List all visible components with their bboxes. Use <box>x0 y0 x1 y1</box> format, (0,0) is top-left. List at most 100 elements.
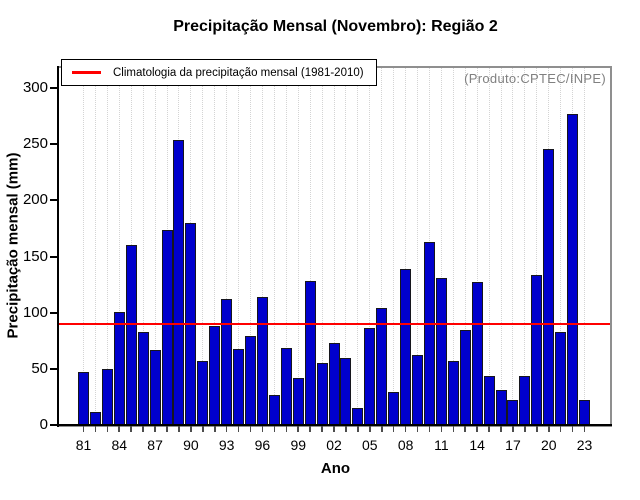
year-gridline <box>285 68 287 425</box>
year-gridline <box>417 68 419 425</box>
bar <box>221 299 233 425</box>
bar <box>531 275 543 425</box>
year-gridline <box>333 68 335 425</box>
year-gridline <box>142 68 144 425</box>
y-axis-tick <box>50 199 57 201</box>
x-tick-label: 08 <box>397 437 414 453</box>
x-tick-label: 99 <box>290 437 307 453</box>
x-axis-tick <box>130 426 132 432</box>
chart-title: Precipitação Mensal (Novembro): Região 2 <box>173 18 498 35</box>
bar <box>423 242 435 425</box>
x-axis-tick <box>536 426 538 432</box>
x-axis-tick <box>476 426 478 432</box>
x-tick-label: 11 <box>434 437 449 453</box>
year-gridline <box>297 68 299 425</box>
x-axis-tick <box>524 426 526 432</box>
bar <box>447 361 459 425</box>
y-tick-label: 250 <box>22 135 48 152</box>
year-gridline <box>440 68 442 425</box>
x-axis-tick <box>237 426 240 432</box>
plot-area <box>57 66 612 427</box>
bar <box>364 328 376 425</box>
bar <box>304 281 316 425</box>
x-axis-tick <box>106 426 109 432</box>
x-axis-tick <box>94 426 97 432</box>
bar <box>78 372 89 425</box>
x-axis-tick <box>190 426 192 432</box>
bar <box>292 378 304 425</box>
x-axis-tick <box>500 426 502 432</box>
bar <box>495 390 507 425</box>
legend-label: Climatologia da precipitação mensal (198… <box>113 66 364 79</box>
x-axis-tick <box>225 426 228 432</box>
bar <box>280 348 292 425</box>
y-axis-tick <box>50 312 57 314</box>
bar <box>245 336 257 425</box>
x-axis-tick <box>428 426 431 432</box>
bar <box>268 395 280 425</box>
year-gridline <box>250 68 252 425</box>
y-axis-tick <box>50 143 57 145</box>
year-gridline <box>357 68 359 425</box>
year-gridline <box>309 68 311 425</box>
year-gridline <box>226 68 228 425</box>
bar <box>567 114 579 425</box>
x-axis-tick <box>261 426 264 432</box>
x-axis-tick <box>82 426 85 432</box>
bar <box>507 400 519 425</box>
bar <box>412 355 424 425</box>
bar <box>256 297 268 425</box>
x-tick-label: 14 <box>469 437 485 453</box>
y-tick-label: 300 <box>22 79 48 96</box>
bar <box>173 140 185 425</box>
x-axis-tick <box>202 426 204 432</box>
x-tick-label: 17 <box>505 437 521 453</box>
x-axis-tick <box>213 426 216 432</box>
y-axis-title: Precipitação mensal (mm) <box>4 152 22 339</box>
year-gridline <box>381 68 383 425</box>
x-axis-tick <box>273 426 276 432</box>
x-tick-label: 93 <box>218 437 235 453</box>
bar <box>555 332 567 425</box>
x-tick-label: 90 <box>183 437 199 453</box>
bar <box>483 376 495 425</box>
x-tick-label: 96 <box>254 437 271 453</box>
bar <box>161 230 173 425</box>
x-axis-tick <box>369 426 371 432</box>
year-gridline <box>452 68 454 425</box>
year-gridline <box>369 68 371 425</box>
x-axis-tick <box>249 426 252 432</box>
bar <box>459 330 471 425</box>
y-tick-label: 50 <box>31 360 48 377</box>
x-axis-line <box>51 424 612 426</box>
year-gridline <box>238 68 240 425</box>
x-axis-tick <box>392 426 395 432</box>
bar <box>328 343 340 425</box>
bar <box>579 400 591 425</box>
bar <box>137 332 149 425</box>
year-gridline <box>536 68 538 425</box>
y-axis-tick <box>50 87 57 89</box>
year-gridline <box>464 68 466 425</box>
x-tick-label: 05 <box>362 437 378 453</box>
year-gridline <box>261 68 263 425</box>
x-axis-tick <box>166 426 168 432</box>
year-gridline <box>524 68 526 425</box>
bar <box>376 308 388 425</box>
x-axis-tick <box>333 426 335 432</box>
year-gridline <box>321 68 323 425</box>
x-axis-tick <box>309 426 311 432</box>
y-tick-label: 200 <box>22 191 48 208</box>
bar <box>543 149 555 425</box>
bar <box>197 361 209 425</box>
x-axis-tick <box>345 426 347 432</box>
bar <box>352 408 364 425</box>
year-gridline <box>488 68 490 425</box>
y-tick-label: 100 <box>22 304 48 321</box>
x-tick-label: 87 <box>147 437 163 453</box>
x-axis-tick <box>571 426 574 432</box>
year-gridline <box>560 68 562 425</box>
x-axis-tick <box>559 426 562 432</box>
year-gridline <box>500 68 502 425</box>
